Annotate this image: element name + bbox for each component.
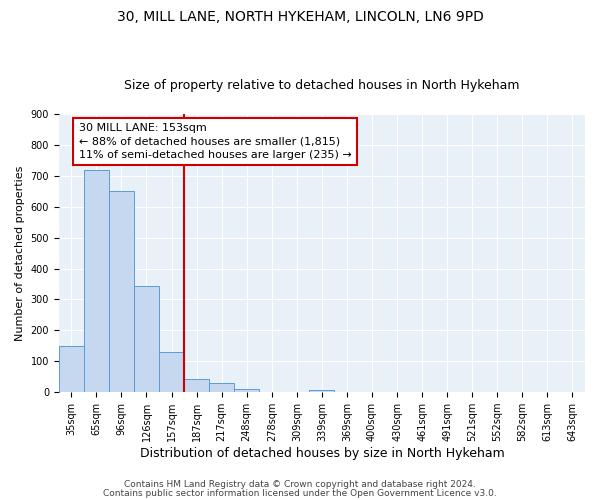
- Bar: [234, 388, 259, 392]
- Bar: [59, 346, 84, 392]
- Bar: [109, 191, 134, 392]
- Text: 30, MILL LANE, NORTH HYKEHAM, LINCOLN, LN6 9PD: 30, MILL LANE, NORTH HYKEHAM, LINCOLN, L…: [116, 10, 484, 24]
- Text: Contains HM Land Registry data © Crown copyright and database right 2024.: Contains HM Land Registry data © Crown c…: [124, 480, 476, 489]
- Text: 30 MILL LANE: 153sqm
← 88% of detached houses are smaller (1,815)
11% of semi-de: 30 MILL LANE: 153sqm ← 88% of detached h…: [79, 124, 352, 160]
- Bar: [134, 286, 159, 392]
- Text: Contains public sector information licensed under the Open Government Licence v3: Contains public sector information licen…: [103, 488, 497, 498]
- Bar: [209, 382, 234, 392]
- Bar: [84, 170, 109, 392]
- Bar: [184, 379, 209, 392]
- Bar: [310, 390, 334, 392]
- X-axis label: Distribution of detached houses by size in North Hykeham: Distribution of detached houses by size …: [140, 447, 504, 460]
- Title: Size of property relative to detached houses in North Hykeham: Size of property relative to detached ho…: [124, 79, 520, 92]
- Y-axis label: Number of detached properties: Number of detached properties: [15, 166, 25, 341]
- Bar: [159, 352, 184, 392]
